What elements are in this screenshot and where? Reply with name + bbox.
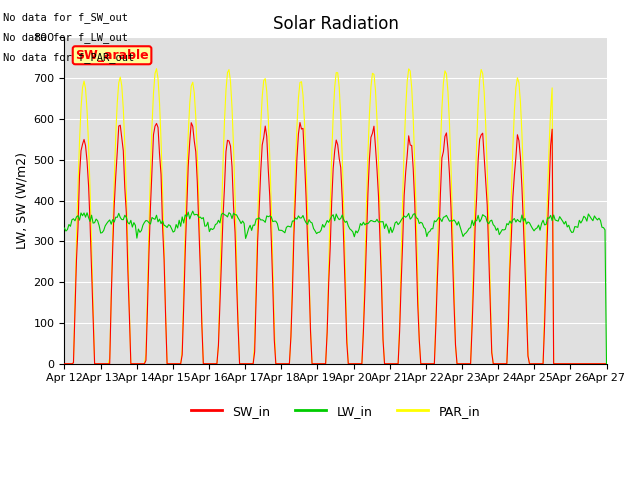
Text: No data for f_SW_out: No data for f_SW_out: [3, 12, 128, 23]
Text: SW_arable: SW_arable: [76, 49, 149, 62]
Legend: SW_in, LW_in, PAR_in: SW_in, LW_in, PAR_in: [186, 400, 485, 423]
Text: No data for f_LW_out: No data for f_LW_out: [3, 32, 128, 43]
Text: No data for f_PAR_out: No data for f_PAR_out: [3, 52, 134, 63]
Title: Solar Radiation: Solar Radiation: [273, 15, 398, 33]
Y-axis label: LW, SW (W/m2): LW, SW (W/m2): [15, 152, 28, 249]
